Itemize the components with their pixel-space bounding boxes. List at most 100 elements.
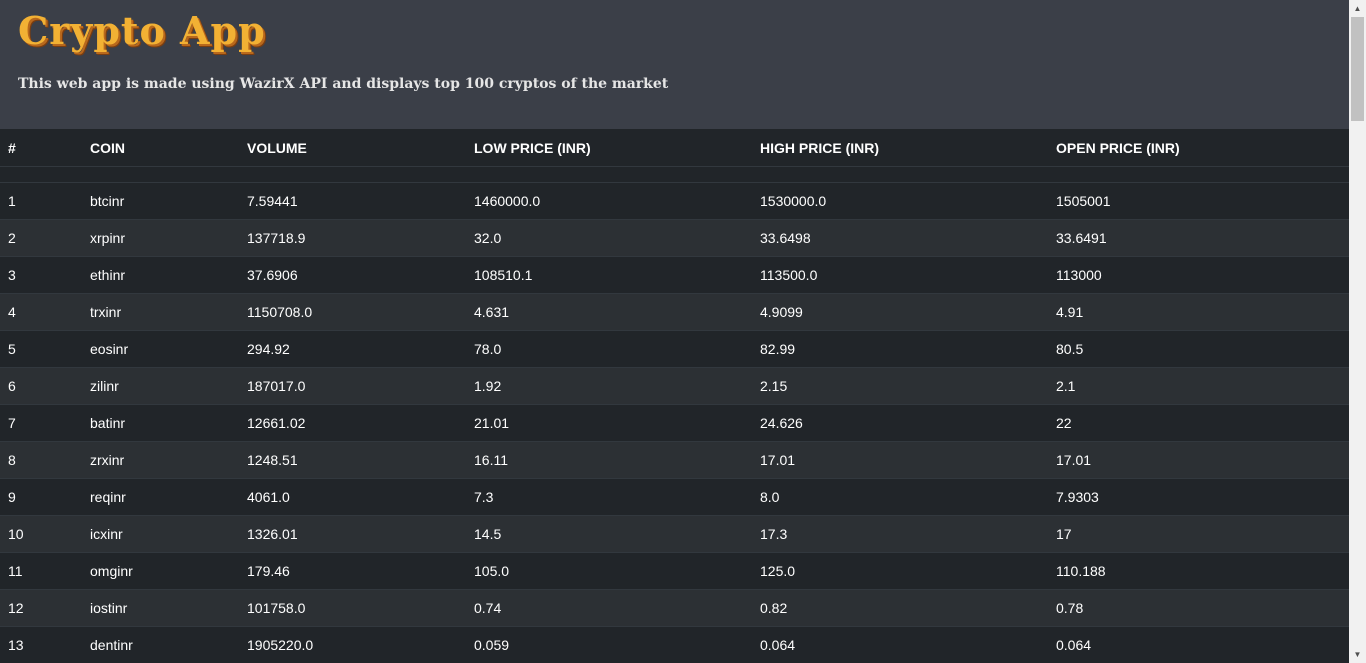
arrow-down-icon[interactable]: ▼ bbox=[1353, 650, 1362, 659]
arrow-up-icon[interactable]: ▲ bbox=[1353, 4, 1362, 13]
cell-open-price: 0.064 bbox=[1048, 626, 1349, 663]
cell-coin: icxinr bbox=[82, 515, 239, 553]
cell-rank: 13 bbox=[0, 626, 82, 663]
cell-volume: 4061.0 bbox=[239, 478, 466, 516]
column-header-coin: COIN bbox=[82, 129, 239, 167]
cell-low-price: 1.92 bbox=[466, 367, 752, 405]
cell-coin: btcinr bbox=[82, 182, 239, 220]
cell-open-price: 7.9303 bbox=[1048, 478, 1349, 516]
app-logo: Crypto App bbox=[18, 8, 266, 53]
cell-low-price: 16.11 bbox=[466, 441, 752, 479]
scrollbar-thumb[interactable] bbox=[1351, 17, 1364, 121]
cell-volume: 37.6906 bbox=[239, 256, 466, 294]
cell-low-price: 14.5 bbox=[466, 515, 752, 553]
cell-open-price: 17 bbox=[1048, 515, 1349, 553]
cell-rank: 1 bbox=[0, 182, 82, 220]
cell-high-price: 17.3 bbox=[752, 515, 1048, 553]
cell-low-price: 0.74 bbox=[466, 589, 752, 627]
cell-high-price: 17.01 bbox=[752, 441, 1048, 479]
table-row: 7 batinr 12661.02 21.01 24.626 22 bbox=[0, 404, 1349, 442]
cell-open-price: 110.188 bbox=[1048, 552, 1349, 590]
cell-high-price: 0.064 bbox=[752, 626, 1048, 663]
cell-open-price: 113000 bbox=[1048, 256, 1349, 294]
cell-open-price: 0.78 bbox=[1048, 589, 1349, 627]
cell-rank: 11 bbox=[0, 552, 82, 590]
table-body: 1 btcinr 7.59441 1460000.0 1530000.0 1505001 2… bbox=[0, 166, 1349, 663]
cell-open-price: 80.5 bbox=[1048, 330, 1349, 368]
cell-high-price: 0.82 bbox=[752, 589, 1048, 627]
table-row: 3 ethinr 37.6906 108510.1 113500.0 113000 bbox=[0, 256, 1349, 294]
cell-low-price: 4.631 bbox=[466, 293, 752, 331]
column-header-open-price: OPEN PRICE (INR) bbox=[1048, 129, 1349, 167]
cell-volume: 137718.9 bbox=[239, 219, 466, 257]
table-row: 5 eosinr 294.92 78.0 82.99 80.5 bbox=[0, 330, 1349, 368]
cell-low-price: 32.0 bbox=[466, 219, 752, 257]
table-row: 11 omginr 179.46 105.0 125.0 110.188 bbox=[0, 552, 1349, 590]
cell-rank: 6 bbox=[0, 367, 82, 405]
cell-rank: 10 bbox=[0, 515, 82, 553]
cell-open-price: 33.6491 bbox=[1048, 219, 1349, 257]
cell-coin: reqinr bbox=[82, 478, 239, 516]
cell-rank: 5 bbox=[0, 330, 82, 368]
cell-low-price: 78.0 bbox=[466, 330, 752, 368]
cell-high-price: 1530000.0 bbox=[752, 182, 1048, 220]
cell-low-price: 105.0 bbox=[466, 552, 752, 590]
cell-coin: dentinr bbox=[82, 626, 239, 663]
table-row: 8 zrxinr 1248.51 16.11 17.01 17.01 bbox=[0, 441, 1349, 479]
cell-high-price: 24.626 bbox=[752, 404, 1048, 442]
cell-coin: xrpinr bbox=[82, 219, 239, 257]
cell-coin: ethinr bbox=[82, 256, 239, 294]
cell-coin: trxinr bbox=[82, 293, 239, 331]
cell-low-price: 0.059 bbox=[466, 626, 752, 663]
cell-coin: batinr bbox=[82, 404, 239, 442]
cell-volume: 12661.02 bbox=[239, 404, 466, 442]
cell-rank: 8 bbox=[0, 441, 82, 479]
cell-open-price: 1505001 bbox=[1048, 182, 1349, 220]
table-row: 13 dentinr 1905220.0 0.059 0.064 0.064 bbox=[0, 626, 1349, 663]
cell-rank: 2 bbox=[0, 219, 82, 257]
cell-volume: 187017.0 bbox=[239, 367, 466, 405]
header: Crypto App This web app is made using Wa… bbox=[0, 0, 1349, 129]
cell-coin: zrxinr bbox=[82, 441, 239, 479]
cell-rank: 7 bbox=[0, 404, 82, 442]
column-header-volume: VOLUME bbox=[239, 129, 466, 167]
cell-high-price: 125.0 bbox=[752, 552, 1048, 590]
column-header-low-price: LOW PRICE (INR) bbox=[466, 129, 752, 167]
table-spacer-row bbox=[0, 166, 1349, 183]
cell-open-price: 4.91 bbox=[1048, 293, 1349, 331]
cell-open-price: 17.01 bbox=[1048, 441, 1349, 479]
cell-volume: 1326.01 bbox=[239, 515, 466, 553]
table-row: 6 zilinr 187017.0 1.92 2.15 2.1 bbox=[0, 367, 1349, 405]
cell-high-price: 33.6498 bbox=[752, 219, 1048, 257]
table-row: 12 iostinr 101758.0 0.74 0.82 0.78 bbox=[0, 589, 1349, 627]
cell-open-price: 22 bbox=[1048, 404, 1349, 442]
cell-high-price: 4.9099 bbox=[752, 293, 1048, 331]
cell-rank: 4 bbox=[0, 293, 82, 331]
cell-low-price: 108510.1 bbox=[466, 256, 752, 294]
table-row: 10 icxinr 1326.01 14.5 17.3 17 bbox=[0, 515, 1349, 553]
cell-low-price: 21.01 bbox=[466, 404, 752, 442]
crypto-table: # COIN VOLUME LOW PRICE (INR) HIGH PRICE… bbox=[0, 129, 1349, 663]
cell-coin: eosinr bbox=[82, 330, 239, 368]
cell-high-price: 2.15 bbox=[752, 367, 1048, 405]
cell-volume: 1248.51 bbox=[239, 441, 466, 479]
cell-rank: 12 bbox=[0, 589, 82, 627]
cell-high-price: 82.99 bbox=[752, 330, 1048, 368]
column-header-rank: # bbox=[0, 129, 82, 167]
cell-volume: 7.59441 bbox=[239, 182, 466, 220]
table-header-row: # COIN VOLUME LOW PRICE (INR) HIGH PRICE… bbox=[0, 129, 1349, 167]
table-row: 9 reqinr 4061.0 7.3 8.0 7.9303 bbox=[0, 478, 1349, 516]
cell-coin: omginr bbox=[82, 552, 239, 590]
cell-low-price: 1460000.0 bbox=[466, 182, 752, 220]
cell-volume: 294.92 bbox=[239, 330, 466, 368]
tagline: This web app is made using WazirX API an… bbox=[18, 76, 669, 92]
cell-volume: 1150708.0 bbox=[239, 293, 466, 331]
table-row: 4 trxinr 1150708.0 4.631 4.9099 4.91 bbox=[0, 293, 1349, 331]
column-header-high-price: HIGH PRICE (INR) bbox=[752, 129, 1048, 167]
vertical-scrollbar[interactable]: ▲ ▼ bbox=[1349, 0, 1366, 663]
cell-low-price: 7.3 bbox=[466, 478, 752, 516]
cell-high-price: 113500.0 bbox=[752, 256, 1048, 294]
cell-coin: iostinr bbox=[82, 589, 239, 627]
cell-coin: zilinr bbox=[82, 367, 239, 405]
